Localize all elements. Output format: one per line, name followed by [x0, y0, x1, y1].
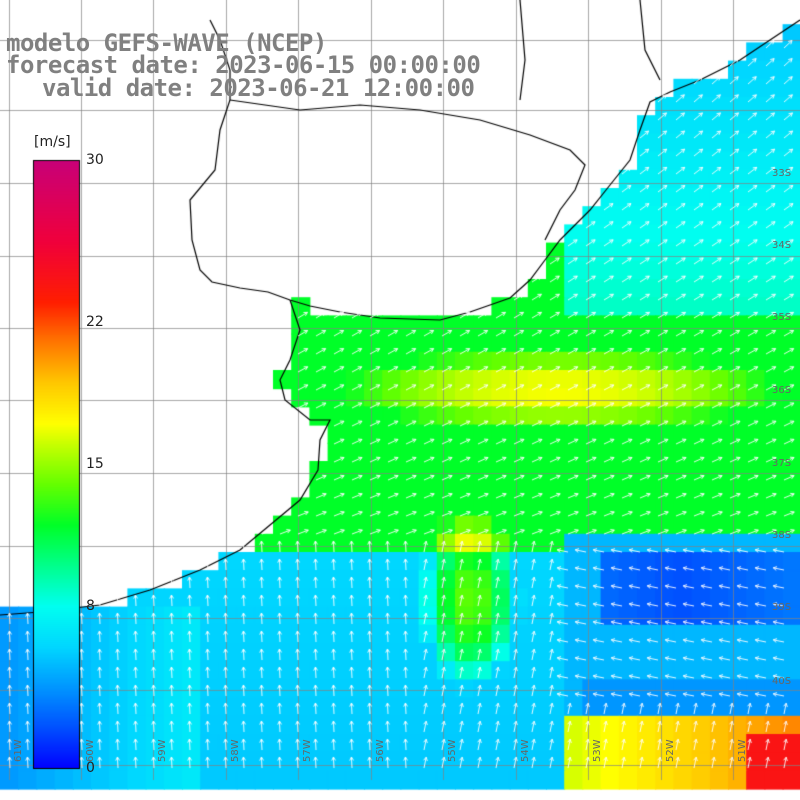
longitude-label: 59W: [157, 739, 168, 762]
valid-date: valid date: 2023-06-21 12:00:00: [42, 74, 475, 102]
latitude-label: 35S: [772, 312, 792, 323]
colorbar-tick-label: 22: [86, 314, 104, 331]
longitude-label: 56W: [375, 739, 386, 762]
longitude-label: 54W: [520, 739, 531, 762]
latitude-label: 39S: [772, 602, 792, 613]
longitude-label: 52W: [665, 739, 676, 762]
longitude-label: 57W: [302, 739, 313, 762]
latitude-label: 38S: [772, 530, 792, 541]
latitude-label: 37S: [772, 458, 792, 469]
longitude-label: 60W: [85, 739, 96, 762]
longitude-label: 61W: [13, 739, 24, 762]
latitude-label: 34S: [772, 240, 792, 251]
latitude-label: 36S: [772, 385, 792, 396]
longitude-label: 53W: [592, 739, 603, 762]
latitude-label: 33S: [772, 168, 792, 179]
colorbar-tick-label: 8: [86, 597, 95, 614]
longitude-label: 55W: [447, 739, 458, 762]
colorbar-tick-label: 0: [86, 760, 95, 776]
longitude-label: 51W: [737, 739, 748, 762]
forecast-date: forecast date: 2023-06-15 00:00:00: [6, 51, 481, 79]
colorbar-tick-label: 30: [86, 152, 104, 168]
colorbar-unit: [m/s]: [34, 134, 71, 150]
longitude-label: 58W: [230, 739, 241, 762]
colorbar-tick-label: 15: [86, 456, 104, 472]
model-title: modelo GEFS-WAVE (NCEP): [6, 29, 327, 57]
latitude-label: 40S: [772, 676, 792, 687]
